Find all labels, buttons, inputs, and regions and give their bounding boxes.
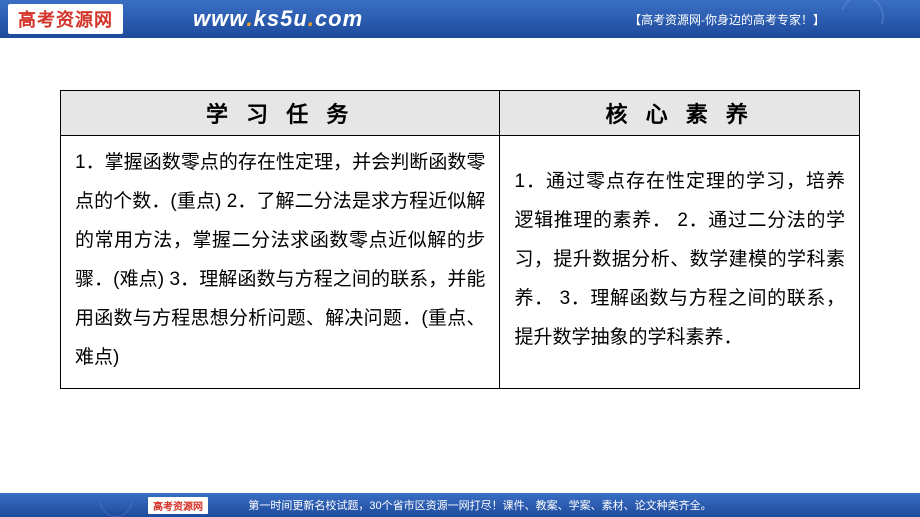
url-mid: ks5u: [254, 6, 308, 31]
cell-core-literacy: 1．通过零点存在性定理的学习，培养逻辑推理的素养． 2．通过二分法的学习，提升数…: [500, 136, 860, 389]
decorative-swirl-icon: [100, 493, 140, 517]
header-core-literacy: 核 心 素 养: [500, 91, 860, 136]
dot-icon: .: [247, 6, 254, 31]
site-url: www.ks5u.com: [193, 6, 363, 32]
table-header-row: 学 习 任 务 核 心 素 养: [61, 91, 860, 136]
footer-text: 第一时间更新名校试题，30个省市区资源一网打尽！课件、教案、学案、素材、论文种类…: [248, 497, 711, 513]
header-learning-task: 学 习 任 务: [61, 91, 500, 136]
url-prefix: www: [193, 6, 247, 31]
cell-learning-task: 1．掌握函数零点的存在性定理，并会判断函数零点的个数．(重点) 2．了解二分法是…: [61, 136, 500, 389]
content-area: 学 习 任 务 核 心 素 养 1．掌握函数零点的存在性定理，并会判断函数零点的…: [0, 38, 920, 389]
table-row: 1．掌握函数零点的存在性定理，并会判断函数零点的个数．(重点) 2．了解二分法是…: [61, 136, 860, 389]
decorative-swirl-icon: [840, 0, 910, 38]
dot-icon: .: [308, 6, 315, 31]
bottom-banner: 高考资源网 第一时间更新名校试题，30个省市区资源一网打尽！课件、教案、学案、素…: [0, 493, 920, 517]
footer-logo: 高考资源网: [148, 497, 208, 514]
top-banner: 高考资源网 www.ks5u.com 【高考资源网-你身边的高考专家！】: [0, 0, 920, 38]
url-suffix: com: [315, 6, 363, 31]
learning-table: 学 习 任 务 核 心 素 养 1．掌握函数零点的存在性定理，并会判断函数零点的…: [60, 90, 860, 389]
site-logo: 高考资源网: [8, 4, 123, 34]
tagline: 【高考资源网-你身边的高考专家！】: [629, 11, 825, 28]
